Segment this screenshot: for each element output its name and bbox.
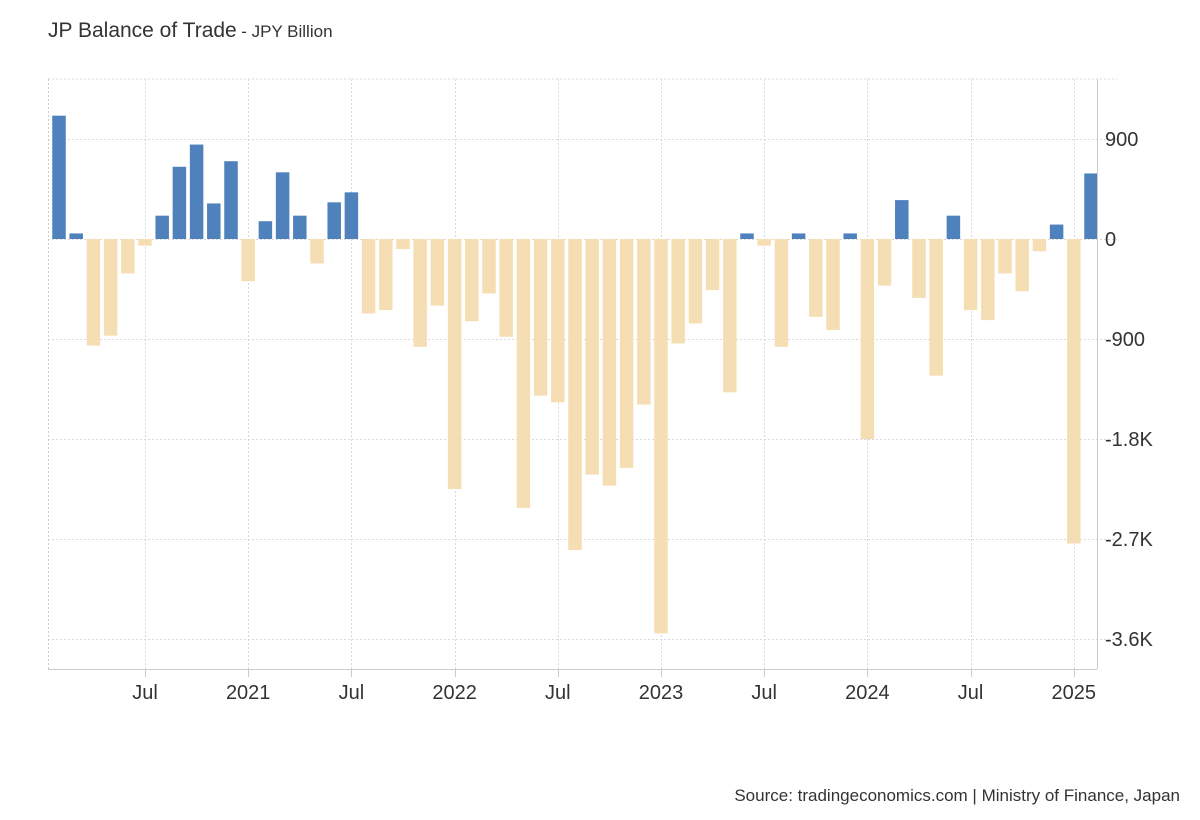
source-credit: Source: tradingeconomics.com | Ministry … — [734, 786, 1180, 805]
bar-2021-05[interactable] — [310, 239, 324, 264]
bar-2022-01[interactable] — [447, 239, 462, 489]
y-tick-label: 0 — [1105, 229, 1116, 251]
bar-2021-12[interactable] — [430, 239, 445, 306]
bar-series — [52, 115, 1098, 634]
y-axis-labels: 900 0 -900 -1.8K -2.7K -3.6K — [1105, 129, 1153, 651]
axes — [48, 79, 1098, 677]
bar-2020-09[interactable] — [172, 166, 187, 239]
bar-2024-10[interactable] — [1015, 239, 1029, 292]
y-tick-label: -900 — [1105, 329, 1145, 351]
bar-2022-12[interactable] — [637, 239, 651, 405]
bar-2024-12[interactable] — [1049, 224, 1064, 239]
bar-2023-05[interactable] — [723, 239, 737, 393]
bar-2021-08[interactable] — [361, 239, 376, 314]
bar-2022-08[interactable] — [568, 239, 582, 551]
bar-2022-02[interactable] — [465, 239, 479, 322]
bar-2024-08[interactable] — [981, 239, 995, 321]
bar-2020-04[interactable] — [86, 239, 101, 346]
bar-2020-10[interactable] — [189, 144, 204, 239]
bar-2022-06[interactable] — [533, 239, 548, 396]
x-tick-label: Jul — [958, 682, 984, 704]
bar-2021-07[interactable] — [344, 192, 359, 239]
bar-2022-05[interactable] — [516, 239, 531, 508]
y-tick-label: -3.6K — [1105, 629, 1153, 651]
bar-2022-07[interactable] — [551, 239, 565, 403]
x-tick-label: 2023 — [639, 682, 684, 704]
bar-2020-12[interactable] — [224, 161, 238, 239]
bar-2021-04[interactable] — [293, 215, 307, 239]
bar-2022-10[interactable] — [602, 239, 617, 486]
bar-2024-07[interactable] — [963, 239, 978, 311]
bar-2024-06[interactable] — [946, 215, 961, 239]
bar-2024-04[interactable] — [912, 239, 926, 298]
bar-2023-11[interactable] — [826, 239, 840, 331]
bar-2024-02[interactable] — [877, 239, 892, 286]
bar-2020-03[interactable] — [69, 233, 83, 239]
x-tick-label: 2021 — [226, 682, 271, 704]
bar-2020-05[interactable] — [103, 239, 118, 336]
bar-2024-09[interactable] — [998, 239, 1012, 274]
bar-2021-02[interactable] — [258, 221, 273, 239]
x-axis-labels: Jul 2021 Jul 2022 Jul 2023 Jul 2024 Jul 2025 — [132, 682, 1096, 704]
bar-2021-06[interactable] — [327, 202, 341, 239]
bar-2021-10[interactable] — [396, 239, 410, 249]
bar-2024-01[interactable] — [860, 239, 875, 439]
bar-2022-04[interactable] — [499, 239, 513, 337]
chart-unit-subtitle: - JPY Billion — [241, 22, 333, 41]
bar-2023-04[interactable] — [705, 239, 720, 291]
bar-2021-03[interactable] — [275, 172, 290, 239]
y-tick-label: -2.7K — [1105, 529, 1153, 551]
bar-2025-02[interactable] — [1084, 173, 1098, 239]
bar-2021-11[interactable] — [413, 239, 427, 347]
bar-2023-09[interactable] — [791, 233, 806, 239]
bar-2022-09[interactable] — [585, 239, 599, 475]
grid-lines — [48, 78, 1117, 669]
bar-2023-06[interactable] — [740, 233, 754, 239]
x-tick-label: Jul — [339, 682, 365, 704]
y-tick-label: 900 — [1105, 129, 1138, 151]
x-tick-label: Jul — [132, 682, 158, 704]
bar-2023-01[interactable] — [654, 239, 668, 634]
bar-2025-01[interactable] — [1067, 239, 1081, 544]
bar-2022-03[interactable] — [482, 239, 496, 294]
bar-2024-05[interactable] — [929, 239, 943, 376]
chart-title-text: JP Balance of Trade — [48, 19, 237, 42]
bar-2020-02[interactable] — [52, 115, 66, 239]
bar-2023-03[interactable] — [688, 239, 703, 324]
x-tick-label: Jul — [751, 682, 777, 704]
bar-2024-03[interactable] — [895, 200, 909, 239]
bar-2020-11[interactable] — [207, 203, 221, 239]
chart-title: JP Balance of Trade - JPY Billion — [48, 19, 333, 43]
bar-2020-08[interactable] — [155, 215, 169, 239]
bar-2023-12[interactable] — [843, 233, 857, 239]
bar-2023-02[interactable] — [671, 239, 685, 344]
x-tick-label: 2024 — [845, 682, 890, 704]
x-tick-label: 2022 — [432, 682, 477, 704]
bar-2023-08[interactable] — [774, 239, 789, 347]
x-tick-label: 2025 — [1052, 682, 1097, 704]
bar-2021-09[interactable] — [379, 239, 393, 311]
bar-2020-06[interactable] — [121, 239, 135, 274]
y-tick-label: -1.8K — [1105, 429, 1153, 451]
bar-2022-11[interactable] — [619, 239, 634, 468]
bar-2023-07[interactable] — [757, 239, 771, 246]
bar-2024-11[interactable] — [1032, 239, 1047, 252]
bar-2023-10[interactable] — [809, 239, 823, 317]
x-tick-label: Jul — [545, 682, 571, 704]
bar-2021-01[interactable] — [241, 239, 255, 282]
bar-2020-07[interactable] — [138, 239, 152, 246]
